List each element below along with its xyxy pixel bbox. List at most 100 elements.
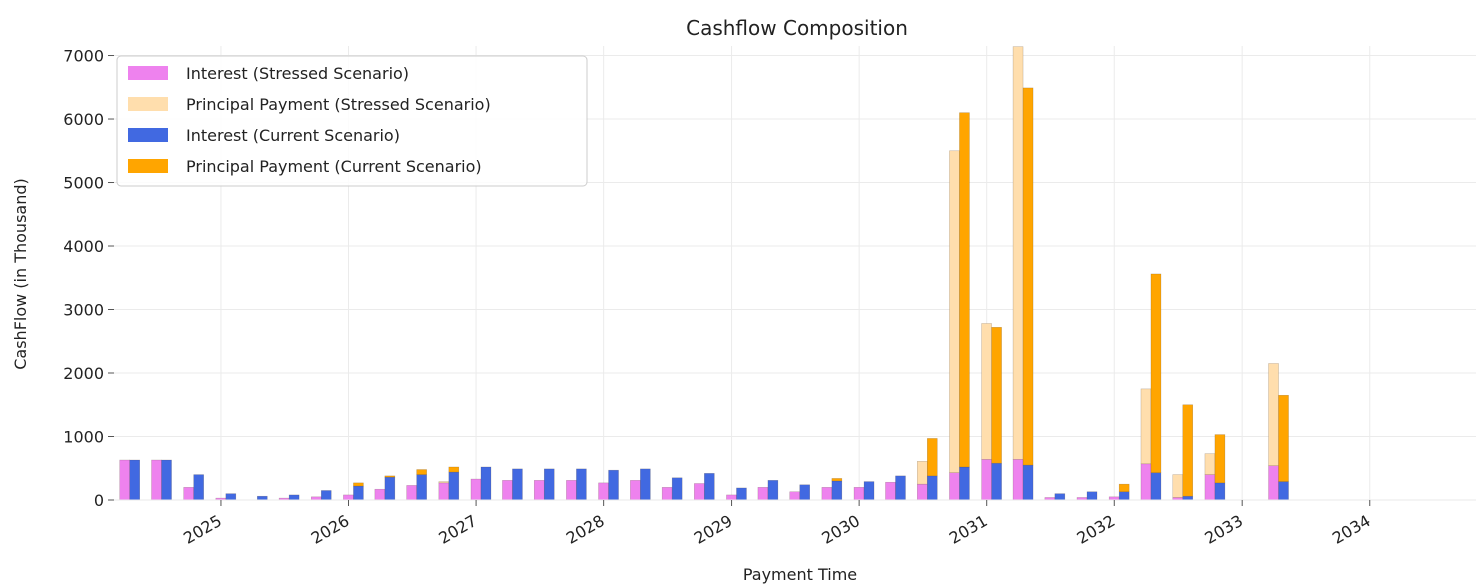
bar-interest-stressed [119, 459, 130, 501]
bar-interest-stressed [438, 482, 450, 501]
chart-title: Cashflow Composition [686, 16, 908, 40]
x-tick-label: 2025 [180, 511, 225, 548]
bar-interest-current [576, 468, 587, 501]
legend-label: Principal Payment (Current Scenario) [186, 157, 482, 176]
bar-interest-current [1182, 495, 1194, 501]
bar-interest-stressed [821, 487, 833, 501]
bar-interest-current [959, 466, 970, 501]
x-tick-label: 2027 [435, 511, 480, 548]
bar-interest-stressed [183, 487, 194, 501]
legend-swatch [128, 159, 168, 173]
y-tick-label: 4000 [63, 237, 104, 256]
bar-interest-current [671, 477, 683, 501]
bar-interest-current [416, 474, 427, 501]
y-tick-label: 3000 [63, 301, 104, 320]
bar-interest-current [512, 468, 523, 501]
bar-interest-current [1086, 491, 1098, 501]
bar-interest-current [767, 480, 779, 501]
bar-interest-current [704, 473, 715, 501]
bar-interest-stressed [470, 478, 482, 501]
bar-principal-current [1214, 434, 1226, 484]
bar-principal-current [384, 475, 396, 478]
bar-interest-stressed [566, 480, 577, 501]
legend-swatch [128, 97, 168, 111]
bar-interest-stressed [374, 488, 386, 501]
bar-principal-stressed [1012, 46, 1024, 460]
bar-interest-current [1054, 493, 1066, 501]
legend-label: Interest (Stressed Scenario) [186, 64, 409, 83]
bar-interest-stressed [533, 480, 545, 501]
legend: Interest (Stressed Scenario) Principal Pa… [116, 55, 588, 187]
bar-principal-current [1150, 273, 1162, 473]
bar-interest-current [863, 481, 875, 501]
legend-label: Principal Payment (Stressed Scenario) [186, 95, 491, 114]
bar-interest-current [608, 469, 619, 501]
bar-principal-stressed [1140, 388, 1152, 465]
bar-interest-current [927, 475, 938, 501]
x-tick-label: 2028 [563, 511, 608, 548]
bar-interest-current [1150, 472, 1162, 501]
x-tick-label: 2034 [1329, 511, 1374, 548]
bar-interest-current [448, 471, 460, 501]
y-tick-label: 0 [94, 491, 104, 510]
x-tick-label: 2029 [691, 511, 736, 548]
x-axis-label: Payment Time [743, 565, 857, 584]
bar-interest-current [991, 462, 1002, 501]
bars [119, 46, 1289, 501]
legend-box [116, 55, 588, 187]
bar-interest-current [321, 490, 332, 501]
bar-interest-current [799, 484, 810, 501]
bar-interest-stressed [1268, 465, 1279, 501]
y-axis-label: CashFlow (in Thousand) [11, 178, 30, 370]
bar-principal-current [353, 482, 364, 487]
bar-interest-stressed [694, 483, 705, 501]
bar-interest-current [161, 459, 172, 501]
bar-interest-current [1022, 464, 1034, 501]
bar-principal-current [831, 478, 843, 482]
bar-interest-current [736, 487, 747, 501]
bar-interest-current [288, 494, 300, 501]
x-tick-label: 2033 [1201, 511, 1246, 548]
bar-interest-stressed [757, 487, 769, 501]
legend-label: Interest (Current Scenario) [186, 126, 400, 145]
y-tick-label: 1000 [63, 428, 104, 447]
y-ticks: 0 1000 2000 3000 4000 5000 6000 7000 [63, 47, 114, 510]
bar-interest-stressed [343, 494, 354, 501]
bar-interest-current [831, 480, 843, 501]
bar-interest-current [480, 466, 492, 501]
bar-interest-stressed [661, 487, 673, 501]
bar-principal-stressed [981, 323, 992, 460]
bar-interest-current [257, 495, 268, 501]
bar-interest-stressed [1140, 463, 1152, 501]
bar-principal-stressed [1204, 453, 1216, 475]
y-tick-label: 6000 [63, 110, 104, 129]
legend-swatch [128, 128, 168, 142]
bar-principal-stressed [917, 461, 928, 485]
bar-principal-current [1022, 87, 1034, 466]
bar-interest-current [225, 493, 237, 501]
bar-interest-stressed [949, 472, 960, 501]
bar-principal-stressed [1268, 363, 1279, 466]
bar-principal-stressed [438, 481, 450, 484]
bar-principal-current [1182, 404, 1194, 497]
bar-interest-current [384, 476, 396, 501]
legend-swatch [128, 66, 168, 80]
y-tick-label: 7000 [63, 47, 104, 66]
bar-interest-current [1214, 482, 1226, 501]
bar-interest-stressed [406, 485, 417, 501]
x-tick-label: 2031 [946, 511, 991, 548]
x-tick-label: 2032 [1074, 511, 1119, 548]
bar-interest-stressed [885, 481, 896, 501]
bar-interest-stressed [502, 480, 513, 501]
x-tick-label: 2026 [308, 511, 353, 548]
bar-principal-current [927, 438, 938, 477]
bar-interest-stressed [151, 459, 162, 501]
bar-principal-stressed [949, 150, 960, 473]
bar-interest-current [1118, 491, 1130, 501]
bar-interest-stressed [981, 459, 992, 501]
bar-interest-current [193, 474, 204, 501]
bar-principal-current [1118, 483, 1130, 492]
bar-interest-stressed [853, 487, 865, 501]
bar-principal-current [959, 112, 970, 468]
